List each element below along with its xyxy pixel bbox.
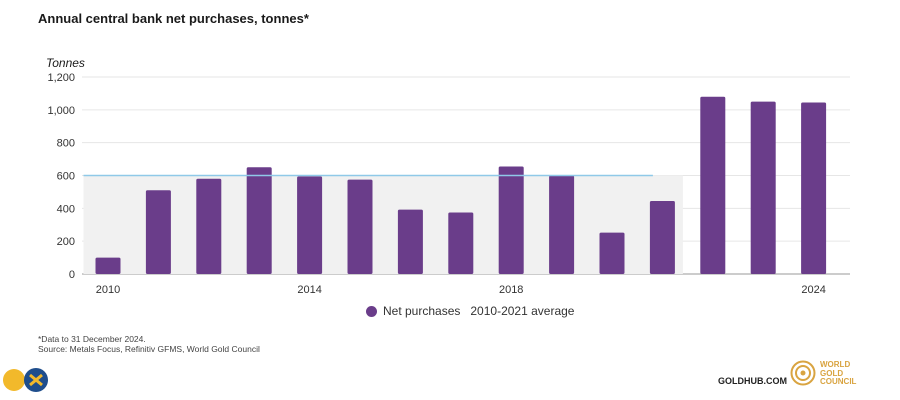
bar xyxy=(95,257,121,274)
average-band xyxy=(83,175,683,274)
bar xyxy=(397,209,423,274)
x-tick-label: 2018 xyxy=(499,284,523,296)
y-tick-label: 1,200 xyxy=(47,72,75,84)
y-tick-label: 600 xyxy=(57,171,75,183)
y-tick-label: 1,000 xyxy=(47,105,75,117)
legend-average-label: 2010-2021 average xyxy=(470,304,575,318)
bar xyxy=(750,101,776,274)
corner-badge-icon xyxy=(3,368,48,392)
bar xyxy=(448,212,474,274)
y-tick-label: 200 xyxy=(57,236,75,248)
world-gold-council-wordmark: WORLD GOLD COUNCIL xyxy=(820,360,857,387)
bar xyxy=(145,190,171,274)
bar xyxy=(549,175,575,274)
bar-chart: 0 200 400 600 800 1,000 1,200 2010 2014 2018 2024 xyxy=(47,72,850,296)
goldhub-link[interactable]: GOLDHUB.COM xyxy=(718,376,787,386)
world-gold-council-logo-icon xyxy=(790,360,816,386)
footnote-source: Source: Metals Focus, Refinitiv GFMS, Wo… xyxy=(38,344,260,354)
chart-title: Annual central bank net purchases, tonne… xyxy=(38,11,309,26)
bar xyxy=(297,176,323,274)
x-tick-label: 2024 xyxy=(801,284,825,296)
wordmark-line-1: WORLD xyxy=(820,360,851,369)
wordmark-line-2: GOLD xyxy=(820,368,844,378)
footnote-note: *Data to 31 December 2024. xyxy=(38,334,146,344)
bar xyxy=(599,232,625,274)
y-tick-label: 400 xyxy=(57,203,75,215)
bar xyxy=(700,96,726,274)
x-tick-label: 2014 xyxy=(297,284,321,296)
legend-series-swatch xyxy=(366,305,377,317)
bar xyxy=(347,179,373,274)
y-tick-label: 0 xyxy=(69,269,75,281)
bar xyxy=(246,167,272,274)
y-tick-label: 800 xyxy=(57,138,75,150)
bar xyxy=(196,178,222,274)
x-tick-label: 2010 xyxy=(96,284,120,296)
y-axis-label: Tonnes xyxy=(46,56,85,70)
legend: Net purchases 2010-2021 average xyxy=(366,304,574,318)
bar xyxy=(801,102,827,274)
bar xyxy=(498,166,524,274)
footnote: *Data to 31 December 2024. Source: Metal… xyxy=(38,334,260,354)
wordmark-line-3: COUNCIL xyxy=(820,377,857,386)
bar xyxy=(649,200,675,274)
legend-series-label: Net purchases xyxy=(383,304,461,318)
